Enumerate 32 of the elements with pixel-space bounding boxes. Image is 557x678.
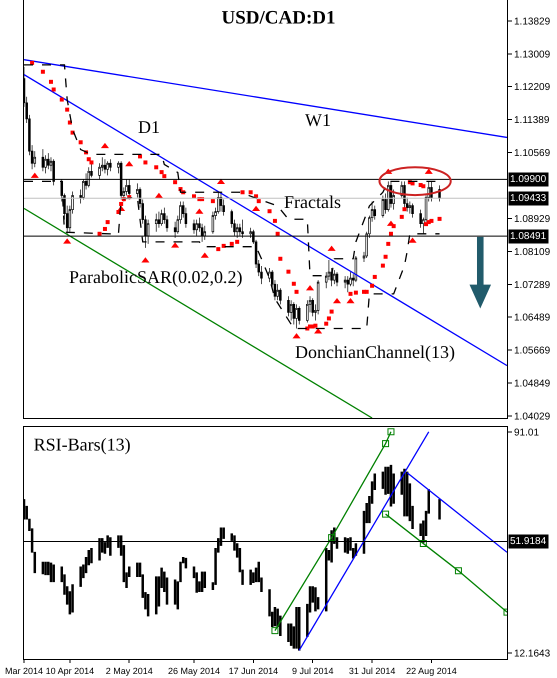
y-tick-label: 1.11389 <box>514 114 550 126</box>
y-tick-label: 1.06489 <box>514 312 551 324</box>
x-tick-label: 31 Jul 2014 <box>348 666 396 676</box>
annotation: D1 <box>138 117 160 137</box>
ref-line-label: 1.09433 <box>510 193 547 204</box>
y-tick-label: 12.1643 <box>514 648 551 660</box>
y-tick-label: 1.10569 <box>514 148 551 159</box>
x-tick-label: 9 Jul 2014 <box>292 666 334 676</box>
annotation: W1 <box>305 110 331 130</box>
x-tick-label: 26 May 2014 <box>168 666 220 676</box>
annotation: Fractals <box>284 192 341 212</box>
ref-line-label: 1.08491 <box>510 231 547 242</box>
chart-title: RSI-Bars(13) <box>34 434 131 455</box>
x-tick-label: 10 Apr 2014 <box>46 666 94 676</box>
y-tick-label: 1.12209 <box>514 82 551 93</box>
y-tick-label: 1.08109 <box>514 247 551 258</box>
x-tick-label: 17 Jun 2014 <box>228 666 278 676</box>
x-tick-label: Mar 2014 <box>4 666 44 676</box>
annotation: DonchianChannel(13) <box>295 342 455 362</box>
y-tick-label: 1.13009 <box>514 50 551 61</box>
x-tick-label: 2 May 2014 <box>106 666 153 676</box>
y-tick-label: 91.01 <box>514 427 540 438</box>
ref-line-label: 1.09900 <box>510 174 547 185</box>
y-tick-label: 1.13829 <box>514 16 551 28</box>
y-tick-label: 1.08929 <box>514 214 551 226</box>
x-tick-label: 22 Aug 2014 <box>406 666 457 676</box>
y-tick-label: 1.05669 <box>514 345 551 356</box>
y-tick-label: 1.04849 <box>514 378 551 390</box>
chart-title: USD/CAD:D1 <box>222 7 336 28</box>
ref-line-label: 51.9184 <box>510 536 547 547</box>
y-tick-label: 1.04029 <box>514 412 551 423</box>
y-tick-label: 1.07289 <box>514 280 551 292</box>
